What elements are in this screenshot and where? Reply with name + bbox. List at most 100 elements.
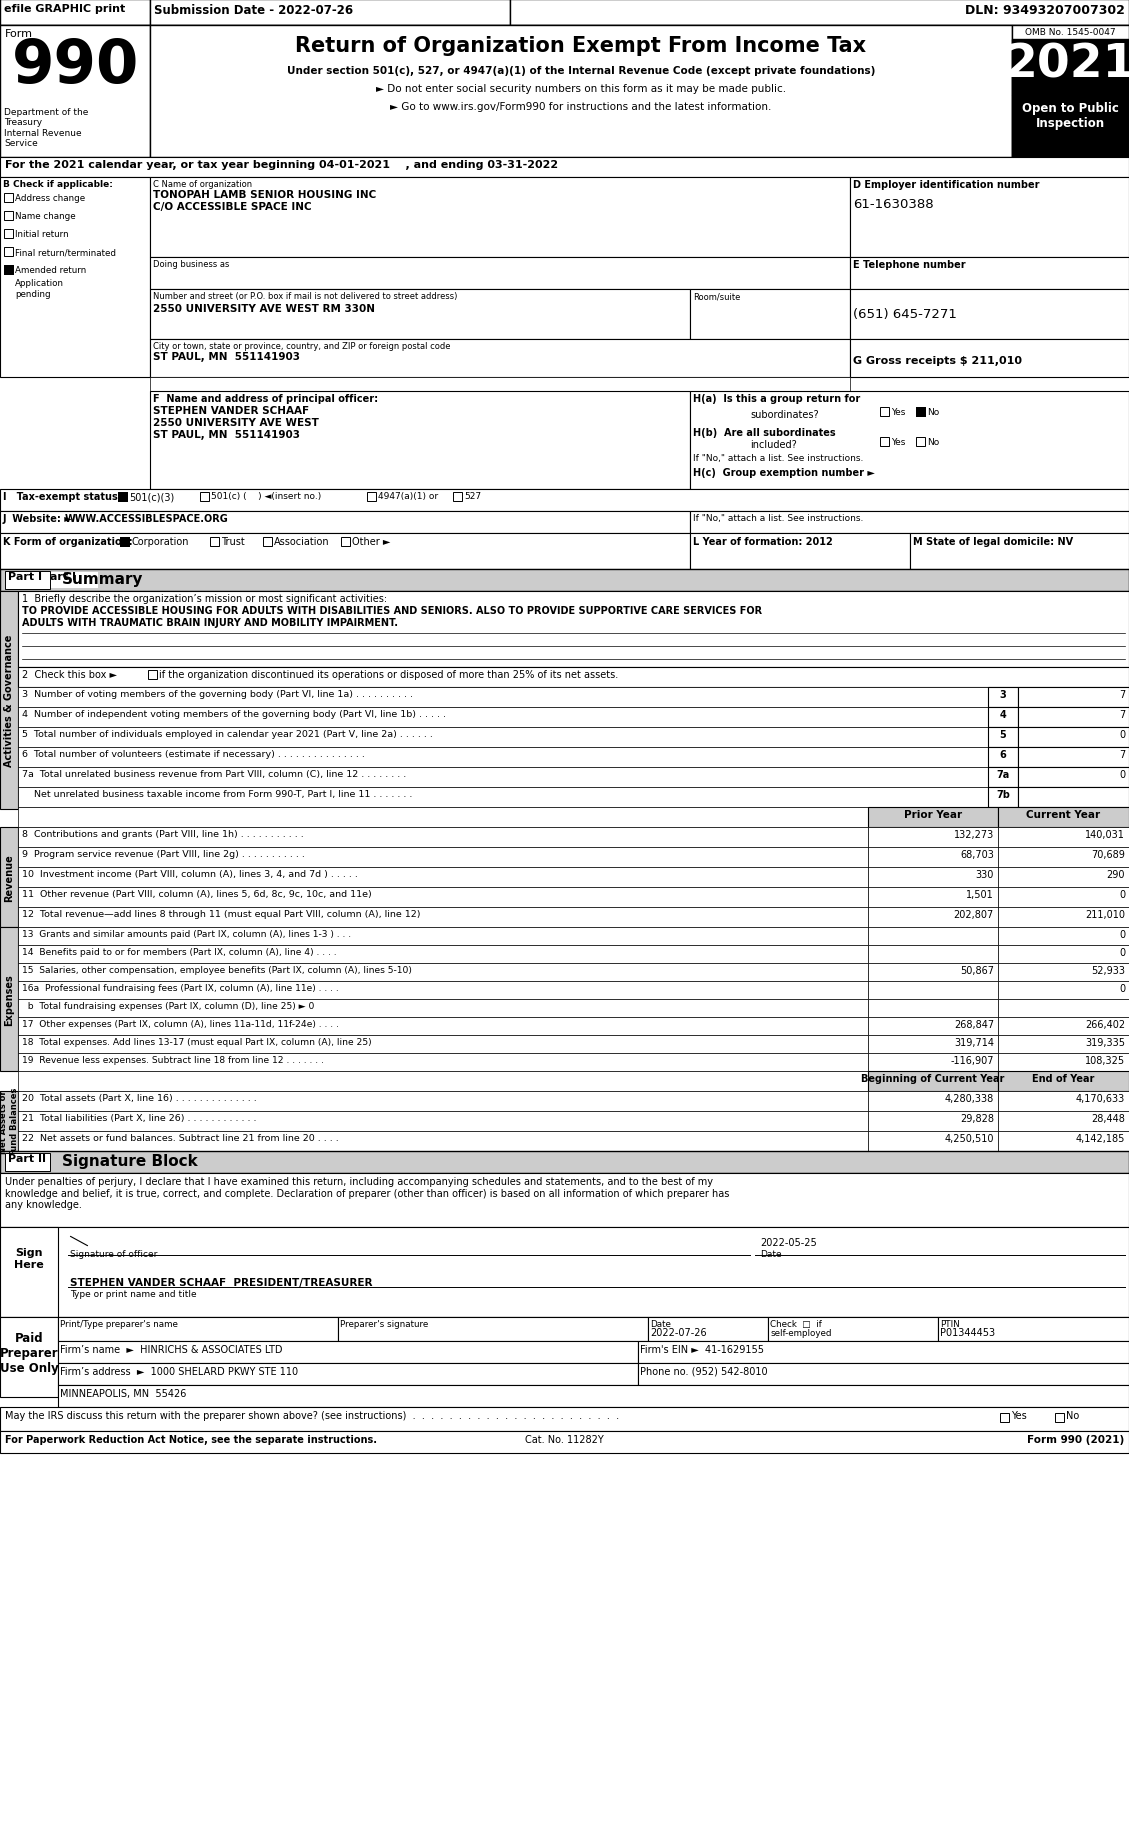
Text: ► Go to www.irs.gov/Form990 for instructions and the latest information.: ► Go to www.irs.gov/Form990 for instruct… bbox=[391, 102, 772, 112]
Bar bbox=[916, 437, 925, 447]
Bar bbox=[988, 748, 1018, 767]
Text: No: No bbox=[1066, 1411, 1079, 1420]
Bar bbox=[1018, 748, 1129, 767]
Bar bbox=[868, 1036, 998, 1054]
Bar bbox=[916, 408, 925, 417]
Bar bbox=[868, 827, 998, 847]
Text: 13  Grants and similar amounts paid (Part IX, column (A), lines 1-3 ) . . .: 13 Grants and similar amounts paid (Part… bbox=[21, 930, 351, 939]
Bar bbox=[18, 807, 868, 827]
Bar bbox=[58, 1363, 638, 1385]
Bar bbox=[938, 1318, 1129, 1341]
Bar bbox=[850, 289, 1129, 340]
Bar bbox=[868, 867, 998, 888]
Bar bbox=[58, 1318, 338, 1341]
Text: E Telephone number: E Telephone number bbox=[854, 260, 965, 269]
Text: 7: 7 bbox=[1119, 710, 1124, 719]
Bar bbox=[0, 827, 18, 928]
Bar bbox=[998, 1071, 1129, 1091]
Text: 18  Total expenses. Add lines 13-17 (must equal Part IX, column (A), line 25): 18 Total expenses. Add lines 13-17 (must… bbox=[21, 1038, 371, 1047]
Bar bbox=[5, 1153, 50, 1171]
Bar bbox=[0, 1318, 1129, 1341]
Text: Doing business as: Doing business as bbox=[154, 260, 229, 269]
Text: L Year of formation: 2012: L Year of formation: 2012 bbox=[693, 536, 833, 547]
Text: Part II: Part II bbox=[8, 1153, 46, 1164]
Text: Return of Organization Exempt From Income Tax: Return of Organization Exempt From Incom… bbox=[296, 37, 867, 57]
Bar bbox=[638, 1341, 1129, 1363]
Bar bbox=[341, 538, 350, 547]
Bar bbox=[768, 1318, 938, 1341]
Bar bbox=[338, 1318, 648, 1341]
Text: 7: 7 bbox=[1119, 750, 1124, 759]
Text: For Paperwork Reduction Act Notice, see the separate instructions.: For Paperwork Reduction Act Notice, see … bbox=[5, 1435, 377, 1444]
Text: STEPHEN VANDER SCHAAF  PRESIDENT/TREASURER: STEPHEN VANDER SCHAAF PRESIDENT/TREASURE… bbox=[70, 1277, 373, 1286]
Text: Form: Form bbox=[5, 29, 33, 38]
Bar bbox=[998, 1054, 1129, 1071]
Bar bbox=[1018, 767, 1129, 787]
Text: H(c)  Group exemption number ►: H(c) Group exemption number ► bbox=[693, 468, 875, 478]
Text: if the organization discontinued its operations or disposed of more than 25% of : if the organization discontinued its ope… bbox=[159, 670, 619, 679]
Bar bbox=[0, 1228, 58, 1318]
Text: 211,010: 211,010 bbox=[1085, 910, 1124, 919]
Text: G Gross receipts $ 211,010: G Gross receipts $ 211,010 bbox=[854, 355, 1022, 366]
Text: 20  Total assets (Part X, line 16) . . . . . . . . . . . . . .: 20 Total assets (Part X, line 16) . . . … bbox=[21, 1093, 256, 1102]
Text: Beginning of Current Year: Beginning of Current Year bbox=[861, 1074, 1005, 1083]
Bar bbox=[868, 1017, 998, 1036]
Bar bbox=[868, 999, 998, 1017]
Text: Yes: Yes bbox=[891, 437, 905, 447]
Text: 5: 5 bbox=[999, 730, 1006, 739]
Text: 8  Contributions and grants (Part VIII, line 1h) . . . . . . . . . . .: 8 Contributions and grants (Part VIII, l… bbox=[21, 829, 304, 838]
Bar bbox=[510, 0, 1129, 26]
Text: Date: Date bbox=[760, 1250, 781, 1259]
Text: 290: 290 bbox=[1106, 869, 1124, 880]
Text: Date: Date bbox=[650, 1319, 671, 1329]
Bar bbox=[0, 534, 690, 569]
Bar bbox=[998, 807, 1129, 827]
Text: Paid
Preparer
Use Only: Paid Preparer Use Only bbox=[0, 1330, 59, 1374]
Bar bbox=[120, 538, 129, 547]
Text: Amended return: Amended return bbox=[15, 265, 86, 274]
Text: 990: 990 bbox=[12, 37, 139, 95]
Text: Under section 501(c), 527, or 4947(a)(1) of the Internal Revenue Code (except pr: Under section 501(c), 527, or 4947(a)(1)… bbox=[287, 66, 875, 77]
Bar bbox=[1012, 95, 1129, 157]
Text: May the IRS discuss this return with the preparer shown above? (see instructions: May the IRS discuss this return with the… bbox=[5, 1411, 619, 1420]
Text: 29,828: 29,828 bbox=[960, 1113, 994, 1124]
Bar bbox=[0, 512, 690, 534]
Text: 0: 0 bbox=[1119, 770, 1124, 780]
Bar bbox=[453, 492, 462, 501]
Text: Net Assets or
Fund Balances: Net Assets or Fund Balances bbox=[0, 1087, 19, 1155]
Bar bbox=[998, 1131, 1129, 1151]
Bar bbox=[1000, 1413, 1009, 1422]
Bar bbox=[58, 1341, 638, 1363]
Bar bbox=[998, 847, 1129, 867]
Bar bbox=[5, 194, 14, 203]
Text: 7a: 7a bbox=[997, 770, 1009, 780]
Bar bbox=[0, 1151, 1129, 1173]
Text: 330: 330 bbox=[975, 869, 994, 880]
Bar bbox=[998, 1017, 1129, 1036]
Text: TONOPAH LAMB SENIOR HOUSING INC: TONOPAH LAMB SENIOR HOUSING INC bbox=[154, 190, 376, 199]
Text: 4,250,510: 4,250,510 bbox=[945, 1133, 994, 1144]
Bar bbox=[18, 728, 988, 748]
Text: 1  Briefly describe the organization’s mission or most significant activities:: 1 Briefly describe the organization’s mi… bbox=[21, 593, 387, 604]
Bar bbox=[0, 490, 1129, 512]
Bar bbox=[0, 0, 1129, 26]
Bar bbox=[998, 827, 1129, 847]
Bar bbox=[0, 26, 150, 157]
Bar bbox=[5, 247, 14, 256]
Text: End of Year: End of Year bbox=[1032, 1074, 1094, 1083]
Bar bbox=[18, 908, 868, 928]
Bar bbox=[18, 1071, 868, 1091]
Text: ► Do not enter social security numbers on this form as it may be made public.: ► Do not enter social security numbers o… bbox=[376, 84, 786, 93]
Text: I   Tax-exempt status:: I Tax-exempt status: bbox=[3, 492, 122, 501]
Text: Signature Block: Signature Block bbox=[62, 1153, 198, 1168]
Bar bbox=[18, 1017, 868, 1036]
Text: 6: 6 bbox=[999, 750, 1006, 759]
Bar bbox=[0, 157, 1129, 178]
Bar bbox=[868, 807, 998, 827]
Text: No: No bbox=[927, 408, 939, 417]
Bar bbox=[18, 999, 868, 1017]
Bar bbox=[18, 928, 868, 946]
Text: 68,703: 68,703 bbox=[960, 849, 994, 860]
Text: 268,847: 268,847 bbox=[954, 1019, 994, 1030]
Bar bbox=[18, 1054, 868, 1071]
